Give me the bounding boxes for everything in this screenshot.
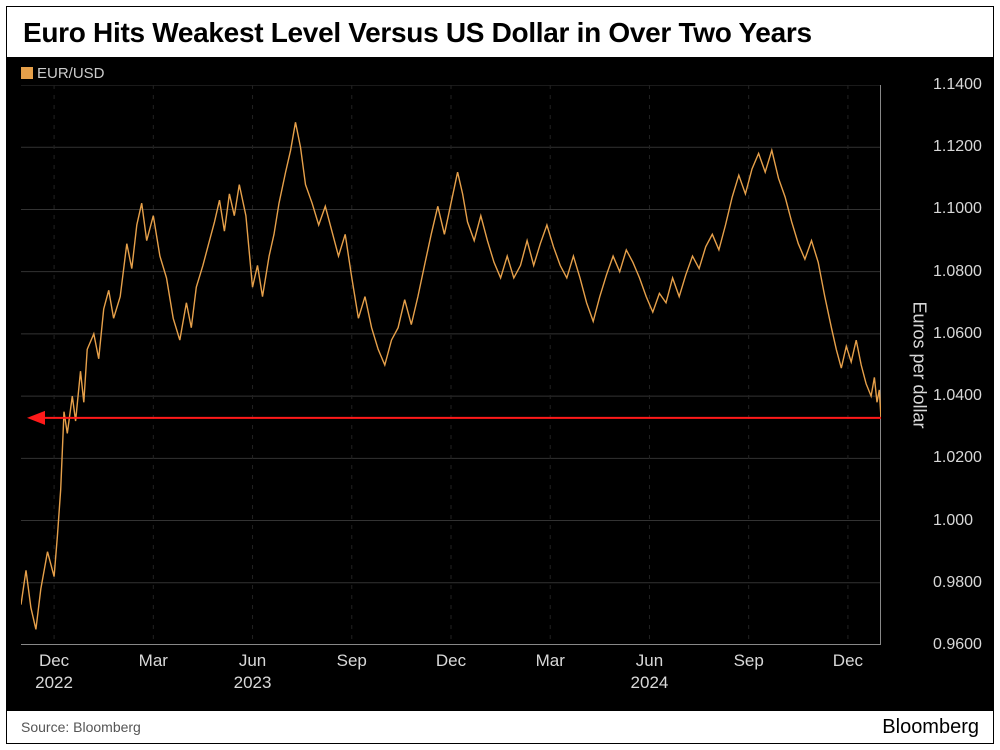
plot-svg xyxy=(21,85,881,645)
x-month-label: Dec xyxy=(833,651,863,671)
chart-card: Euro Hits Weakest Level Versus US Dollar… xyxy=(6,6,994,744)
y-tick-label: 1.0400 xyxy=(933,387,989,405)
x-year-label: 2023 xyxy=(234,673,272,693)
source-line: Source: Bloomberg xyxy=(21,719,141,735)
legend: EUR/USD xyxy=(21,65,105,82)
y-tick-label: 1.0800 xyxy=(933,263,989,281)
y-tick-label: 0.9600 xyxy=(933,636,989,654)
x-month-label: Sep xyxy=(337,651,367,671)
x-year-label: 2022 xyxy=(35,673,73,693)
y-tick-label: 0.9800 xyxy=(933,574,989,592)
brand-label: Bloomberg xyxy=(882,716,979,739)
x-month-label: Dec xyxy=(39,651,69,671)
legend-swatch xyxy=(21,67,33,79)
ref-line-arrowhead xyxy=(27,411,45,425)
y-tick-label: 1.000 xyxy=(933,512,989,530)
x-axis: DecMarJunSepDecMarJunSepDec202220232024 xyxy=(21,649,881,699)
chart-title: Euro Hits Weakest Level Versus US Dollar… xyxy=(23,17,977,49)
title-bar: Euro Hits Weakest Level Versus US Dollar… xyxy=(7,7,993,57)
y-axis: 0.96000.98001.0001.02001.04001.06001.080… xyxy=(933,85,989,645)
y-tick-label: 1.1400 xyxy=(933,76,989,94)
y-axis-label-wrap: Euros per dollar xyxy=(909,85,929,645)
chart-area: EUR/USD 0.9600 0.9800 1.000 1.0200 1.0400 1.0… xyxy=(7,59,993,711)
x-month-label: Dec xyxy=(436,651,466,671)
plot-region xyxy=(21,85,881,645)
legend-label: EUR/USD xyxy=(37,65,105,82)
y-tick-label: 1.0200 xyxy=(933,449,989,467)
y-tick-label: 1.0600 xyxy=(933,325,989,343)
footer: Source: Bloomberg Bloomberg xyxy=(7,711,993,743)
x-month-label: Sep xyxy=(734,651,764,671)
x-month-label: Mar xyxy=(536,651,565,671)
y-tick-label: 1.1000 xyxy=(933,200,989,218)
y-tick-label: 1.1200 xyxy=(933,138,989,156)
x-month-label: Jun xyxy=(239,651,266,671)
y-axis-label: Euros per dollar xyxy=(909,301,930,428)
x-month-label: Jun xyxy=(636,651,663,671)
x-month-label: Mar xyxy=(139,651,168,671)
x-year-label: 2024 xyxy=(631,673,669,693)
